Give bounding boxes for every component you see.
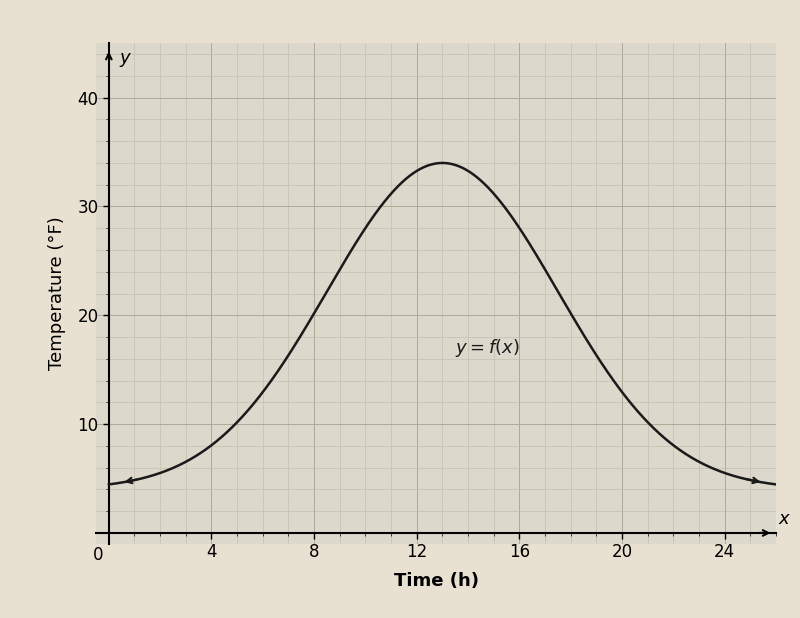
Y-axis label: Temperature (°F): Temperature (°F) xyxy=(48,217,66,370)
Text: 0: 0 xyxy=(94,546,104,564)
Text: y: y xyxy=(119,49,130,67)
Text: x: x xyxy=(778,509,789,528)
X-axis label: Time (h): Time (h) xyxy=(394,572,478,590)
Text: $y = f(x)$: $y = f(x)$ xyxy=(455,337,520,360)
